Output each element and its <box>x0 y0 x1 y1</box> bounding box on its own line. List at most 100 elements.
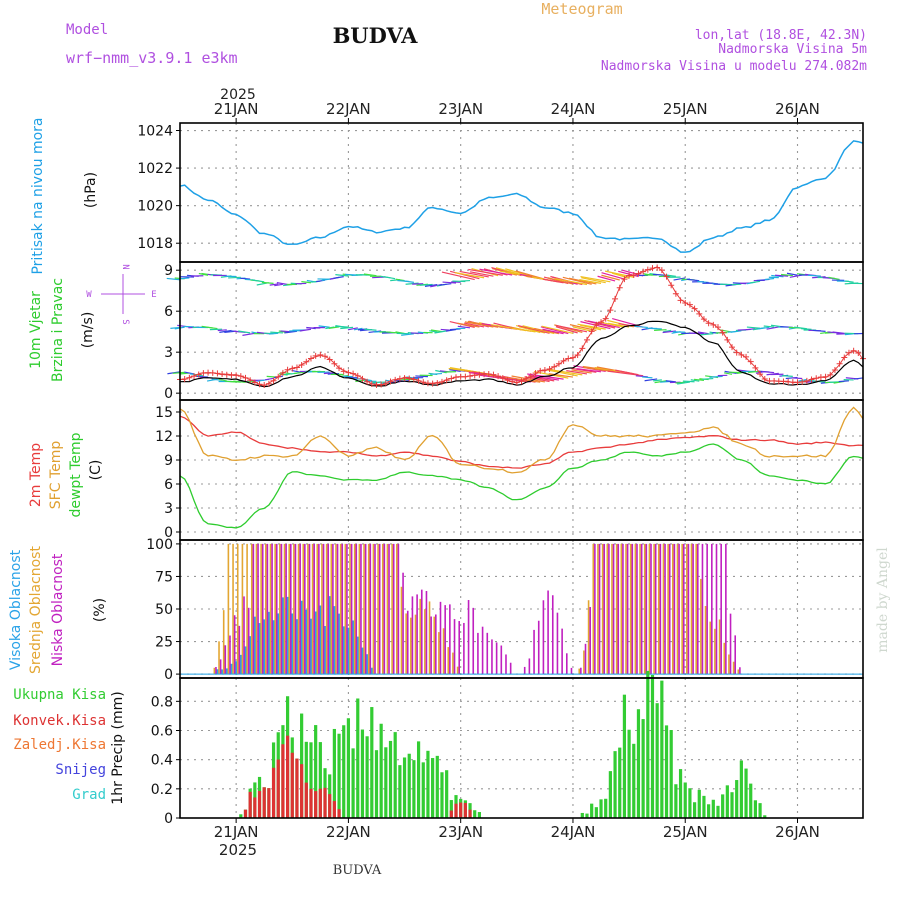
gust-marker <box>453 374 460 381</box>
y-tick-label: 12 <box>155 429 173 445</box>
total-precip-bar <box>735 780 739 818</box>
wind-arrow <box>615 369 639 376</box>
gust-marker <box>359 375 366 382</box>
gust-marker <box>256 381 263 388</box>
wind-arrow <box>238 330 251 334</box>
total-precip-bar <box>604 798 608 818</box>
conv-precip-bar <box>323 787 327 818</box>
wind-arrow <box>599 321 625 328</box>
gust-marker <box>541 366 548 373</box>
gust-marker <box>495 373 502 380</box>
gust-marker <box>322 353 329 360</box>
wind-arrow <box>562 276 592 285</box>
gust-marker <box>836 360 843 367</box>
gust-marker <box>588 328 595 335</box>
total-precip-bar <box>351 748 355 818</box>
wind-arrow <box>781 273 793 277</box>
gust-marker <box>354 372 361 379</box>
gust-marker <box>752 364 759 371</box>
wind-arrow <box>566 370 588 375</box>
total-precip-bar <box>388 740 393 818</box>
wind-arrow <box>457 325 471 329</box>
gust-marker <box>579 345 586 352</box>
gust-marker <box>373 381 380 388</box>
temp-legend: 2m Temp SFC Temp dewpt Temp (C) <box>28 432 104 517</box>
precip-legend-units: 1hr Precip (mm) <box>110 691 126 804</box>
day-label-top: 22JAN <box>326 100 371 118</box>
gust-marker <box>672 290 679 297</box>
gust-marker <box>583 336 590 343</box>
gust-marker <box>644 266 651 273</box>
wind-arrow <box>686 278 700 282</box>
y-tick-label: 1018 <box>137 236 173 252</box>
y-tick-label: 3 <box>164 345 173 361</box>
temp-dew-line <box>179 443 864 529</box>
wind-arrow <box>577 323 606 330</box>
gust-marker <box>710 321 717 328</box>
total-precip-bar <box>636 709 641 818</box>
y-tick-label: 0 <box>164 811 173 827</box>
conv-precip-bar <box>295 758 299 818</box>
total-precip-bar <box>711 799 715 818</box>
total-precip-bar <box>721 794 725 818</box>
gust-marker <box>490 371 497 378</box>
footer-station: BUDVA <box>333 863 382 878</box>
gust-marker <box>831 367 838 374</box>
cloud-legend-low: Niska Oblacnost <box>50 553 66 666</box>
conv-precip-bar <box>318 788 322 818</box>
gust-marker <box>214 370 221 377</box>
gust-marker <box>298 362 305 369</box>
gust-marker <box>691 305 698 312</box>
total-precip-bar <box>440 772 444 818</box>
gust-marker <box>233 372 240 379</box>
compass-west: W <box>86 290 92 300</box>
gust-marker <box>312 352 319 359</box>
gust-marker <box>827 371 834 378</box>
wind-arrow <box>580 275 611 283</box>
wind-panel: 0 3 6 9 <box>164 262 866 402</box>
gust-marker <box>317 351 324 358</box>
cloud-legend-units: (%) <box>92 598 108 622</box>
gust-marker <box>471 372 478 379</box>
total-precip-bar <box>356 698 360 818</box>
gust-marker <box>476 371 483 378</box>
gust-marker <box>560 357 567 364</box>
total-precip-bar <box>688 788 692 818</box>
total-precip-bar <box>739 760 743 818</box>
gust-marker <box>340 368 347 375</box>
y-tick-label: 6 <box>164 304 173 320</box>
gust-marker <box>719 329 726 336</box>
wind-arrow <box>457 322 480 328</box>
total-precip-bar <box>402 757 407 818</box>
total-precip-bar <box>360 729 365 818</box>
conv-precip-bar <box>262 787 266 818</box>
lonlat-label: lon,lat (18.8E, 42.3N) <box>695 28 867 43</box>
total-precip-bar <box>622 694 627 818</box>
y-tick-label: 0 <box>164 667 173 683</box>
gust-marker <box>223 371 230 378</box>
total-precip-bar <box>393 732 397 818</box>
gust-marker <box>813 375 820 382</box>
conv-precip-bar <box>328 794 332 818</box>
total-precip-bar <box>384 747 388 818</box>
wind-arrow <box>665 380 676 383</box>
wind-arrow <box>276 282 288 286</box>
gust-marker <box>434 380 441 387</box>
gust-marker <box>532 370 539 377</box>
gust-marker <box>616 284 623 291</box>
gust-marker <box>621 276 628 283</box>
wind-arrow <box>479 268 513 276</box>
wind-arrow <box>270 331 283 334</box>
wind-arrow <box>284 330 298 334</box>
day-label-bottom: 21JAN <box>214 823 259 841</box>
gust-marker <box>293 364 300 371</box>
y-tick-label: 1022 <box>137 161 173 177</box>
wind-arrow <box>555 326 578 334</box>
wind-arrow <box>430 329 443 333</box>
wind-arrow <box>534 327 560 335</box>
total-precip-bar <box>655 703 659 818</box>
wind-arrow <box>581 277 606 284</box>
conv-precip-bar <box>449 810 453 818</box>
gust-marker <box>574 352 581 359</box>
wind-arrow <box>464 321 494 328</box>
